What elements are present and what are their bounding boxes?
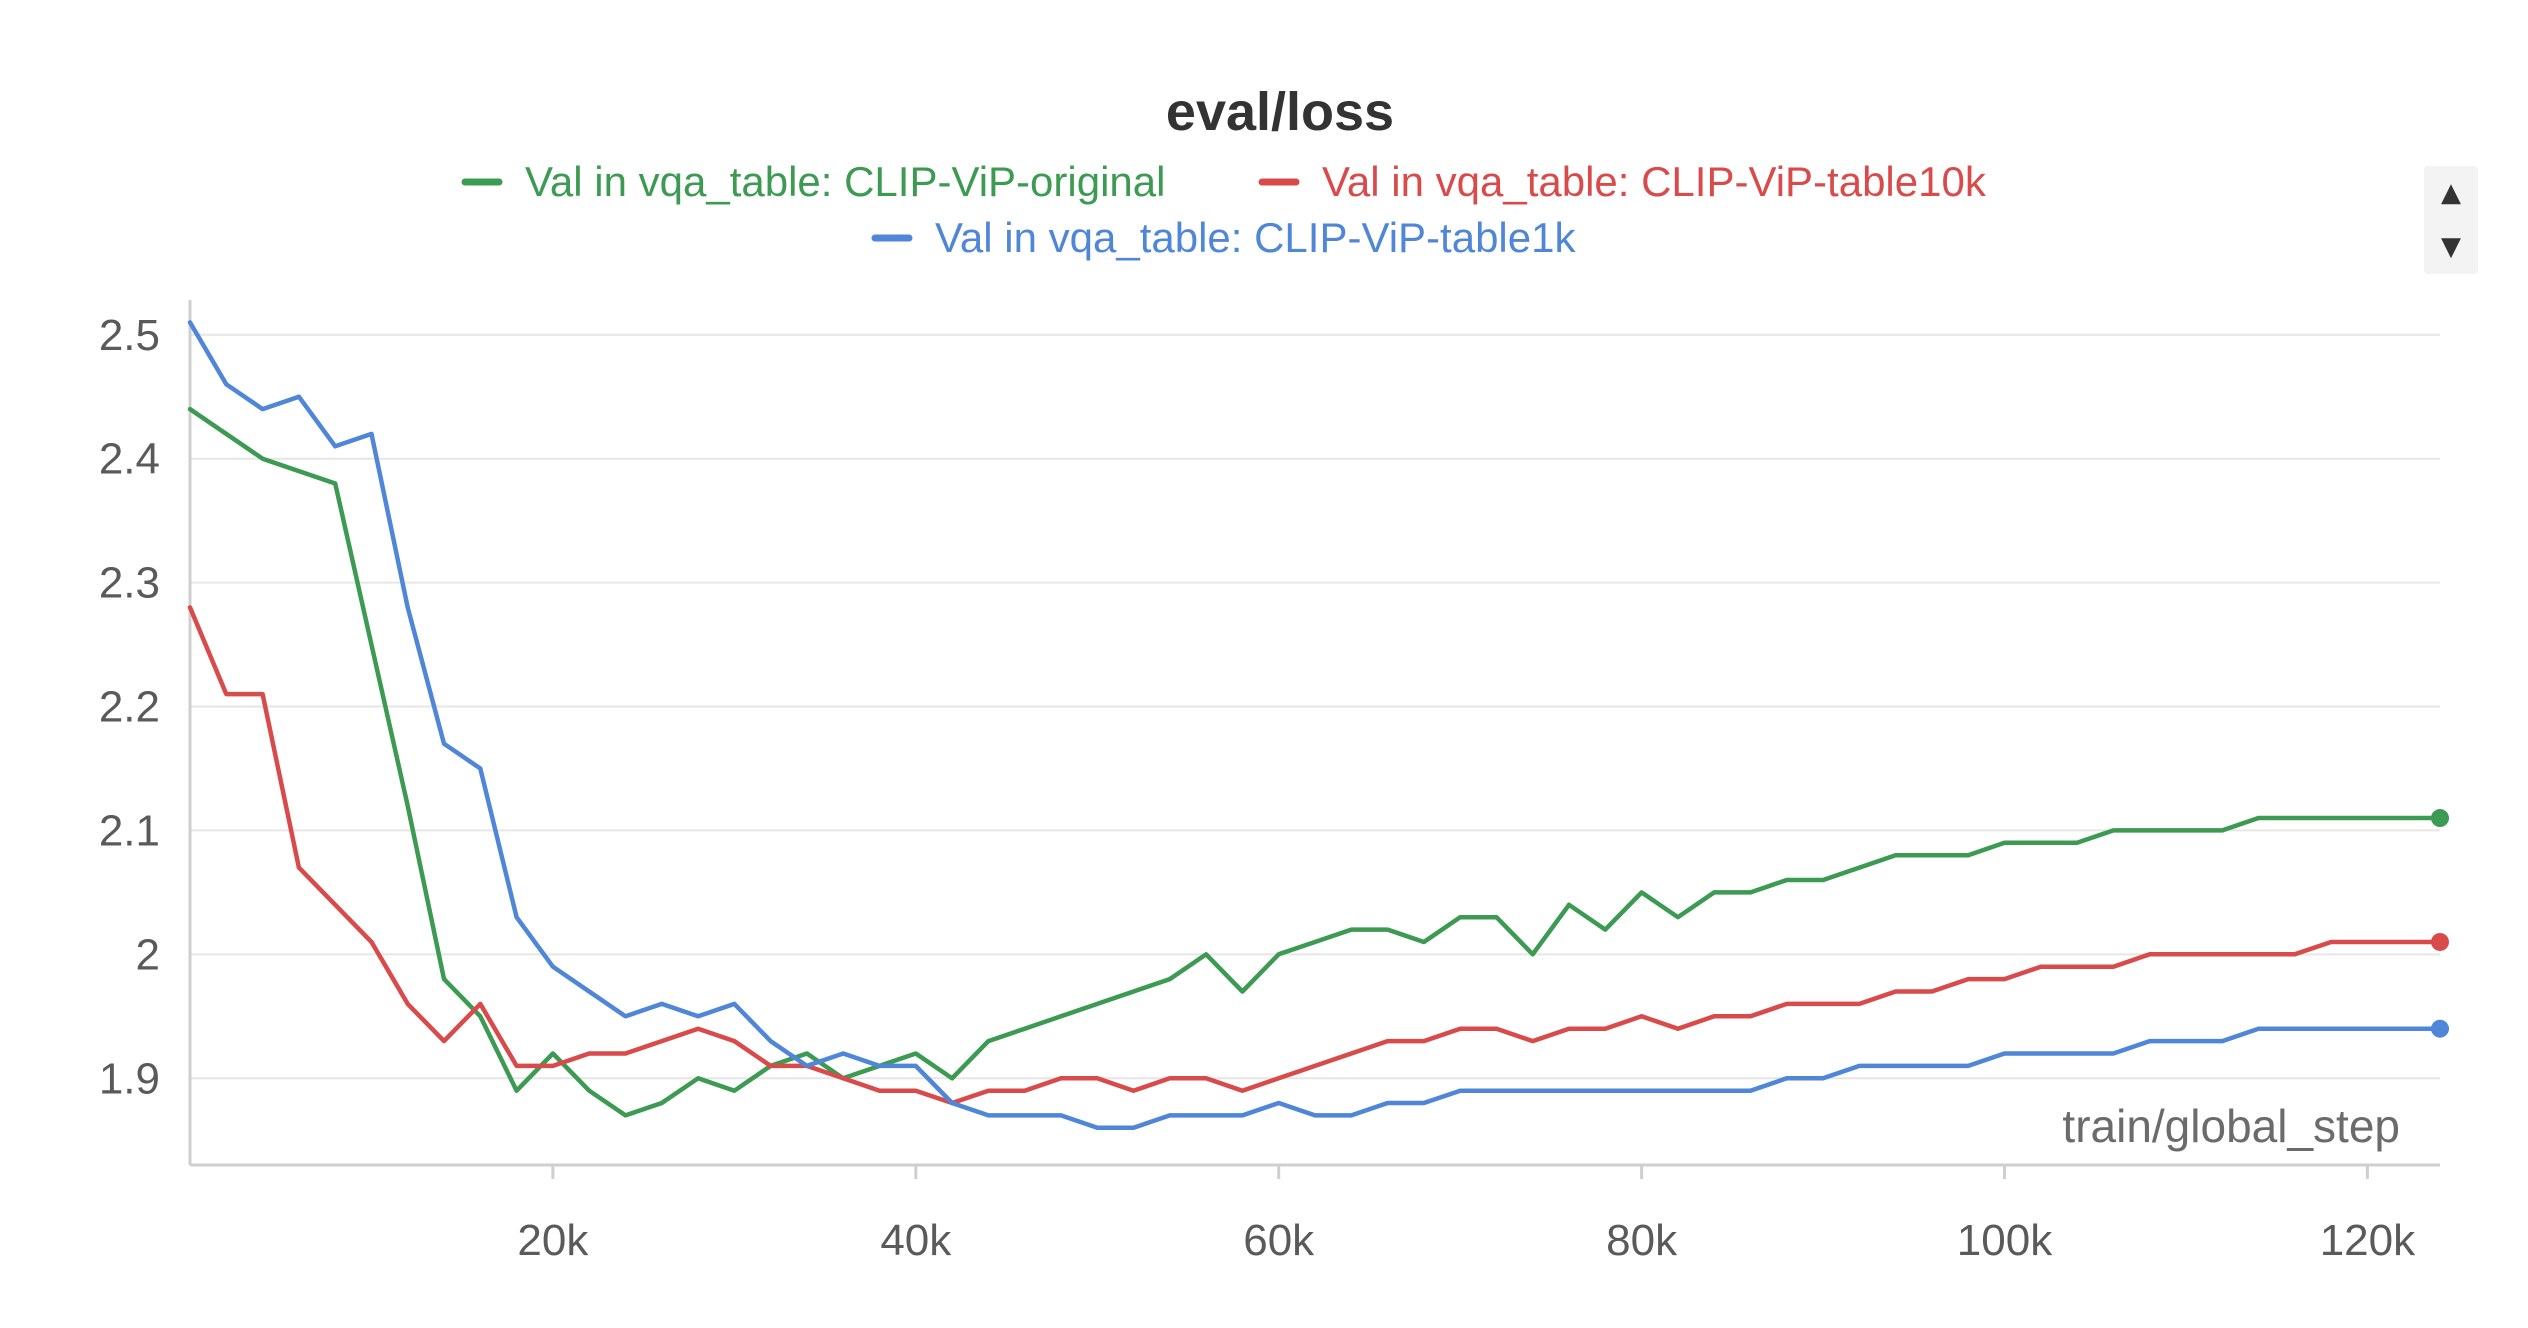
series-line-1 xyxy=(187,605,2443,1106)
x-tick-label: 60k xyxy=(1243,1216,1315,1265)
legend-label-0: Val in vqa_table: CLIP-ViP-original xyxy=(525,158,1165,205)
x-tick-label: 20k xyxy=(517,1216,589,1265)
x-tick-labels: 20k 40k 60k 80k 100k 120k xyxy=(517,1165,2416,1265)
legend-label-2: Val in vqa_table: CLIP-ViP-table1k xyxy=(935,214,1576,261)
y-tick-label: 2.4 xyxy=(99,435,160,484)
y-tick-labels: 1.9 2 2.1 2.2 2.3 2.4 2.5 xyxy=(99,311,160,1103)
series-lines xyxy=(187,320,2449,1131)
series-end-point-1 xyxy=(2431,932,2449,951)
x-tick-label: 100k xyxy=(1957,1216,2053,1265)
y-tick-label: 1.9 xyxy=(99,1054,160,1103)
y-tick-label: 2 xyxy=(136,930,160,979)
legend-scroller: ▲ ▼ xyxy=(2424,166,2478,274)
legend-scroll-up-icon[interactable]: ▲ xyxy=(2441,178,2461,208)
chart-title: eval/loss xyxy=(1166,82,1394,142)
x-tick-label: 40k xyxy=(880,1216,952,1265)
y-tick-label: 2.1 xyxy=(99,806,160,855)
series-end-point-2 xyxy=(2431,1019,2449,1038)
grid-lines xyxy=(190,333,2440,1080)
legend: Val in vqa_table: CLIP-ViP-original Val i… xyxy=(461,158,1987,261)
x-tick-label: 120k xyxy=(2320,1216,2416,1265)
series-line-2 xyxy=(187,320,2443,1131)
series-end-point-0 xyxy=(2431,809,2449,828)
legend-scroll-down-icon[interactable]: ▼ xyxy=(2441,232,2461,262)
x-axis-label: train/global_step xyxy=(2062,1100,2400,1152)
y-tick-label: 2.3 xyxy=(99,559,160,608)
series-line-0 xyxy=(187,406,2443,1118)
y-tick-label: 2.2 xyxy=(99,683,160,732)
y-tick-label: 2.5 xyxy=(99,311,160,360)
x-tick-label: 80k xyxy=(1606,1216,1678,1265)
legend-label-1: Val in vqa_table: CLIP-ViP-table10k xyxy=(1322,158,1987,205)
axes xyxy=(188,300,2440,1167)
